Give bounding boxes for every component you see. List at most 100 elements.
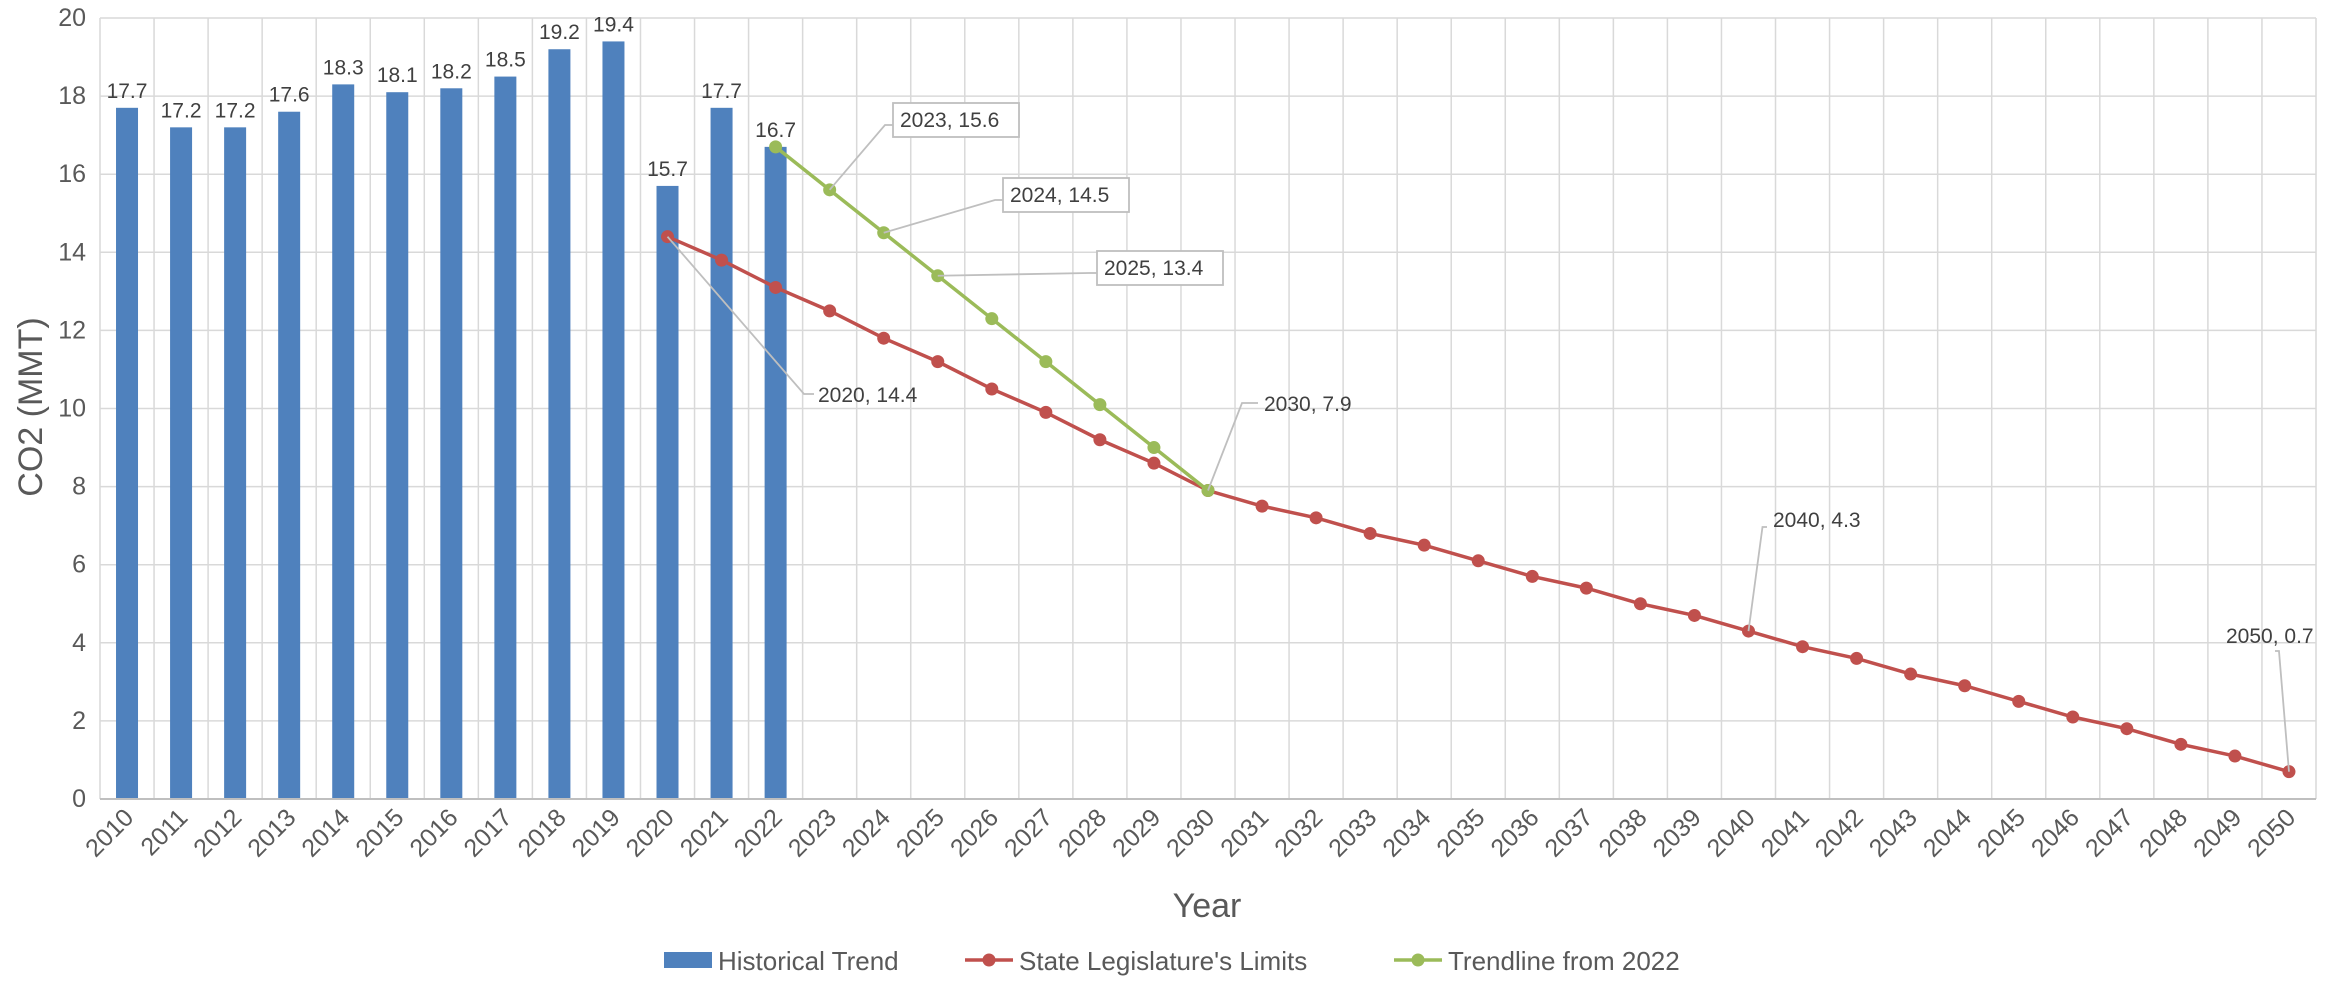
bar-value-label: 19.4 <box>593 13 634 36</box>
bar <box>656 185 679 800</box>
data-point <box>1850 651 1864 665</box>
y-tick-label: 4 <box>72 629 86 657</box>
data-point <box>1958 679 1972 693</box>
x-tick-label: 2042 <box>1810 803 1869 862</box>
x-tick-label: 2048 <box>2134 803 2193 862</box>
x-tick-label: 2034 <box>1377 803 1436 862</box>
x-tick-label: 2026 <box>945 803 1004 862</box>
callout-leader <box>828 124 893 191</box>
legend-label: Trendline from 2022 <box>1448 946 1680 976</box>
x-tick-label: 2046 <box>2026 803 2085 862</box>
callout: 2024, 14.5 <box>883 177 1130 234</box>
legend-item: Trendline from 2022 <box>1394 946 1680 976</box>
bar <box>332 84 355 799</box>
callout-label: 2025, 13.4 <box>1104 257 1204 280</box>
bar <box>548 49 571 800</box>
callout-leader <box>937 272 1097 277</box>
bar-value-label: 17.7 <box>107 80 148 103</box>
callout-label: 2020, 14.4 <box>818 384 918 407</box>
data-point <box>1525 569 1539 583</box>
data-point <box>1363 526 1377 540</box>
y-tick-label: 8 <box>72 473 86 501</box>
x-tick-label: 2019 <box>567 803 626 862</box>
y-tick-label: 12 <box>58 316 86 344</box>
x-tick-label: 2011 <box>135 803 193 861</box>
data-point <box>1309 511 1323 525</box>
bar-value-label: 17.2 <box>215 99 256 122</box>
y-tick-label: 20 <box>58 4 86 32</box>
y-tick-label: 0 <box>72 785 86 813</box>
callout-label: 2050, 0.7 <box>2226 625 2314 648</box>
bar <box>170 127 193 800</box>
x-tick-label: 2039 <box>1648 803 1707 862</box>
x-tick-label: 2023 <box>783 803 842 862</box>
x-tick-label: 2036 <box>1485 803 1544 862</box>
bar <box>224 127 247 800</box>
data-point <box>1417 538 1431 552</box>
x-tick-label: 2015 <box>350 803 409 862</box>
data-point <box>985 312 999 326</box>
callout: 2020, 14.4 <box>666 236 918 407</box>
line-series <box>661 140 2296 779</box>
x-tick-label: 2020 <box>621 803 680 862</box>
x-tick-label: 2032 <box>1269 803 1328 862</box>
y-tick-label: 14 <box>58 238 86 266</box>
x-tick-label: 2027 <box>999 803 1058 862</box>
x-tick-label: 2038 <box>1594 803 1653 862</box>
x-tick-label: 2017 <box>458 803 517 862</box>
callout-leader <box>1207 402 1258 491</box>
bar-value-label: 19.2 <box>539 21 580 44</box>
data-point <box>823 304 837 318</box>
data-point <box>1093 433 1107 447</box>
x-tick-label: 2014 <box>296 803 355 862</box>
callout-label: 2024, 14.5 <box>1010 184 1109 207</box>
y-tick-label: 6 <box>72 551 86 579</box>
callout-box <box>892 102 1020 138</box>
bar-value-label: 17.7 <box>701 80 742 103</box>
callout-leader <box>883 199 1003 234</box>
callout: 2030, 7.9 <box>1207 393 1352 491</box>
bar-value-label: 16.7 <box>755 119 796 142</box>
y-axis-title: CO2 (MMT) <box>12 317 50 496</box>
bar-value-label: 18.1 <box>377 64 418 87</box>
callout-leader <box>2274 650 2290 772</box>
callout: 2023, 15.6 <box>828 102 1020 191</box>
y-tick-label: 2 <box>72 707 86 735</box>
data-point <box>1147 441 1161 455</box>
x-tick-label: 2031 <box>1215 803 1274 862</box>
data-point <box>1093 398 1107 412</box>
bar-value-label: 17.6 <box>269 84 310 107</box>
data-point <box>1579 581 1593 595</box>
data-point <box>1633 597 1647 611</box>
grid <box>99 17 2317 800</box>
legend-marker <box>1411 953 1425 967</box>
x-tick-label: 2029 <box>1107 803 1166 862</box>
data-point <box>931 355 945 369</box>
x-tick-label: 2021 <box>675 803 734 862</box>
data-point <box>715 253 729 267</box>
data-point <box>2120 722 2134 736</box>
x-tick-label: 2045 <box>1972 803 2031 862</box>
y-tick-label: 16 <box>58 160 86 188</box>
data-point <box>2012 694 2026 708</box>
data-point <box>1039 355 1053 369</box>
x-tick-label: 2035 <box>1431 803 1490 862</box>
data-point <box>985 382 999 396</box>
x-tick-label: 2050 <box>2242 803 2301 862</box>
bar <box>494 76 517 799</box>
data-point <box>1796 640 1810 654</box>
x-tick-label: 2016 <box>404 803 463 862</box>
callout: 2025, 13.4 <box>937 250 1224 286</box>
bar-series <box>116 41 787 800</box>
bar-value-label: 18.3 <box>323 56 364 79</box>
callout-label: 2030, 7.9 <box>1264 393 1352 416</box>
x-tick-label: 2013 <box>242 803 301 862</box>
bar-value-label: 18.5 <box>485 49 526 72</box>
data-point <box>2228 749 2242 763</box>
legend-label: State Legislature's Limits <box>1019 946 1307 976</box>
legend-swatch <box>664 952 712 968</box>
x-tick-label: 2033 <box>1323 803 1382 862</box>
x-tick-label: 2044 <box>1918 803 1977 862</box>
